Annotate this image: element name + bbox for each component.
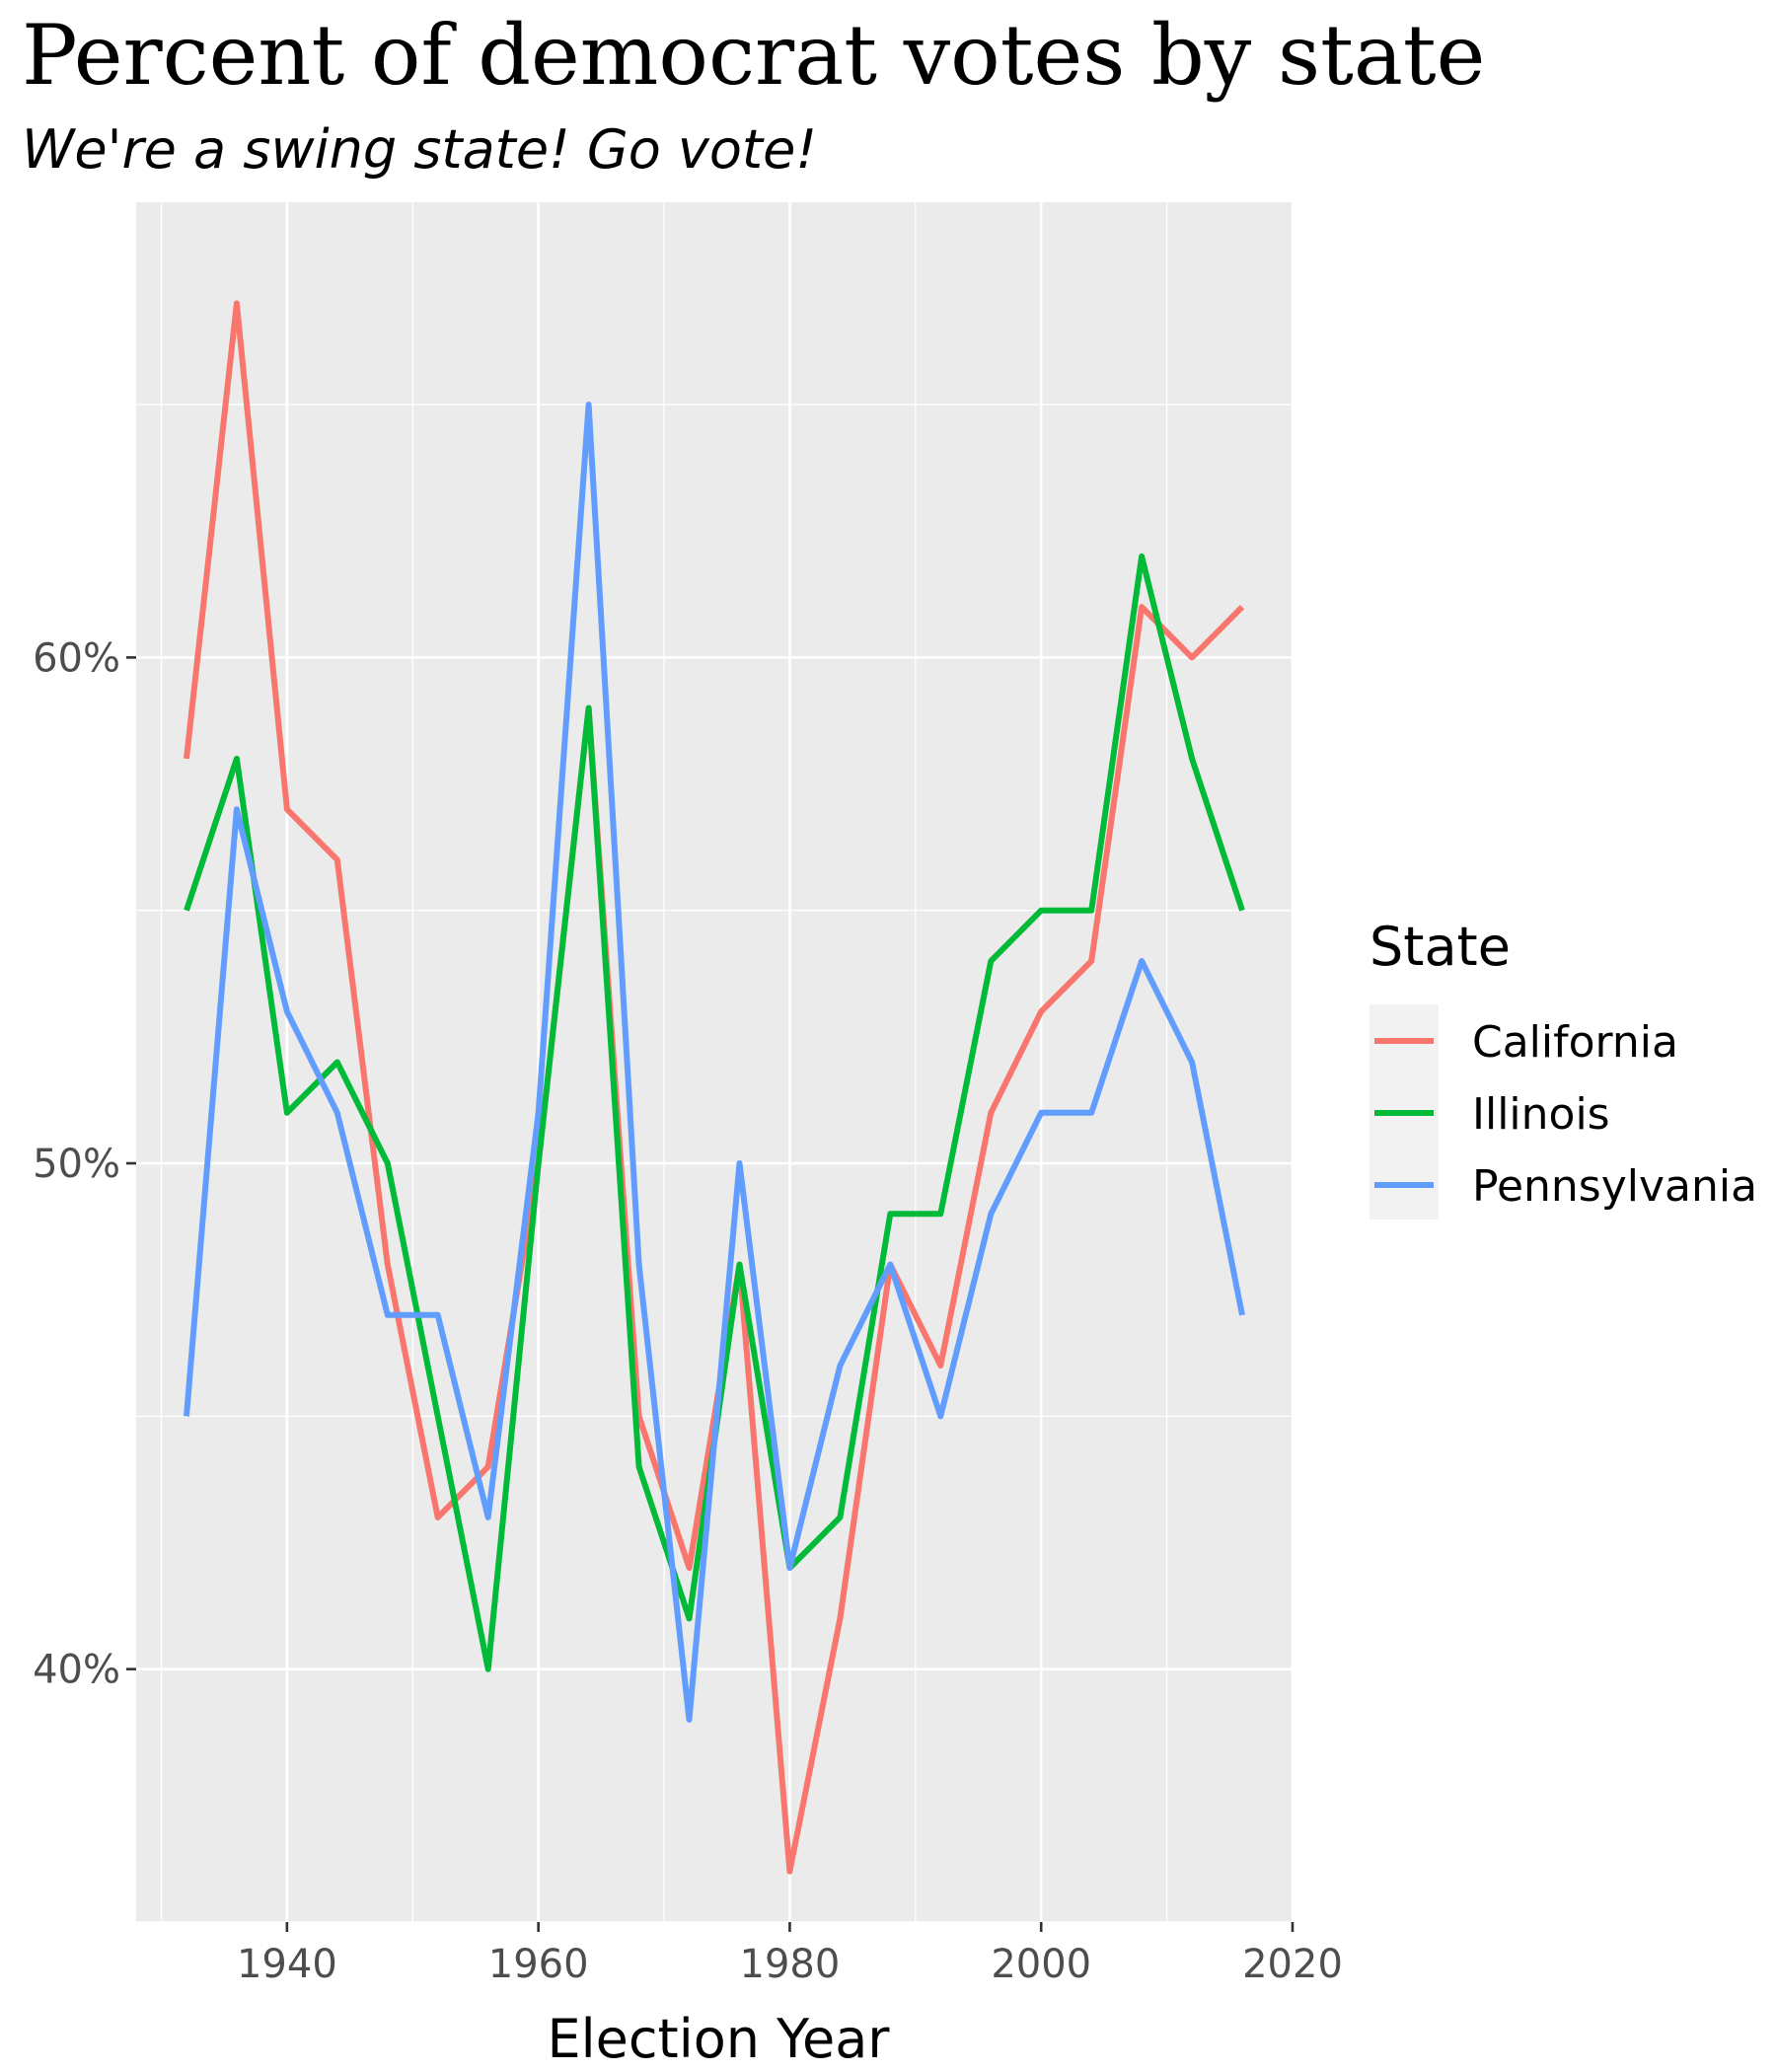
legend-items: California Illinois Pennsylvania bbox=[1374, 1017, 1757, 1212]
legend-label-california: California bbox=[1472, 1017, 1678, 1068]
legend-title: State bbox=[1369, 916, 1511, 978]
x-axis: 1940 1960 1980 2000 2020 bbox=[237, 1922, 1343, 1987]
minor-gridlines bbox=[136, 202, 1293, 1923]
x-tick-label: 2000 bbox=[991, 1942, 1091, 1987]
y-tick-label: 50% bbox=[33, 1142, 120, 1187]
series-line-pennsylvania bbox=[184, 402, 1245, 1723]
chart-title: Percent of democrat votes by state bbox=[22, 7, 1485, 104]
series-lines bbox=[184, 300, 1245, 1875]
x-tick-label: 1980 bbox=[740, 1942, 841, 1987]
legend-label-pennsylvania: Pennsylvania bbox=[1472, 1161, 1757, 1212]
legend: State California Illinois Pennsylvania bbox=[1369, 916, 1757, 1220]
y-axis: 40% 50% 60% bbox=[33, 635, 136, 1693]
x-tick-label: 1960 bbox=[488, 1942, 589, 1987]
chart-subtitle: We're a swing state! Go vote! bbox=[22, 118, 817, 181]
x-axis-title: Election Year bbox=[548, 2008, 891, 2070]
y-tick-label: 60% bbox=[33, 635, 120, 681]
x-tick-label: 1940 bbox=[237, 1942, 337, 1987]
plot-panel bbox=[136, 202, 1293, 1922]
y-tick-label: 40% bbox=[33, 1648, 120, 1693]
x-tick-label: 2020 bbox=[1242, 1942, 1343, 1987]
legend-label-illinois: Illinois bbox=[1472, 1089, 1610, 1140]
major-gridlines bbox=[136, 202, 1295, 1922]
